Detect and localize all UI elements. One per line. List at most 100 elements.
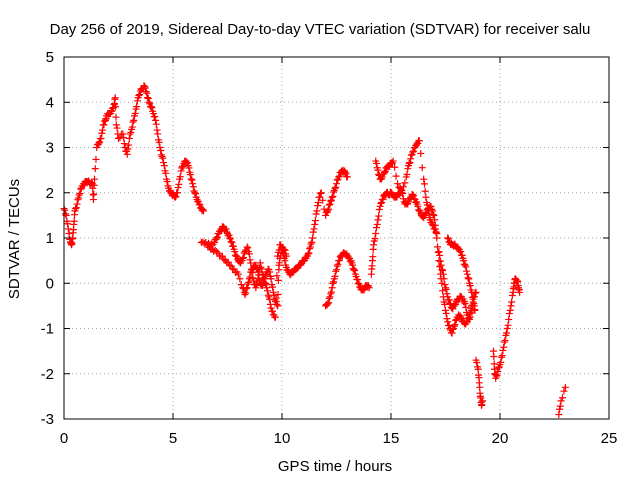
data-point xyxy=(252,284,260,292)
data-point xyxy=(120,134,128,142)
data-point xyxy=(191,189,199,197)
data-point xyxy=(436,251,444,259)
data-point xyxy=(305,249,313,257)
data-point xyxy=(267,304,275,312)
data-point xyxy=(246,256,254,264)
data-point xyxy=(330,278,338,286)
data-point xyxy=(333,176,341,184)
data-point xyxy=(331,272,339,280)
data-point xyxy=(449,325,457,333)
data-point xyxy=(438,266,446,274)
data-point xyxy=(495,364,503,372)
data-point xyxy=(213,248,221,256)
data-point xyxy=(90,181,98,189)
data-point xyxy=(188,176,196,184)
data-point xyxy=(371,235,379,243)
data-point xyxy=(439,267,447,275)
data-point xyxy=(492,372,500,380)
y-tick-label: -1 xyxy=(41,321,54,338)
data-point xyxy=(503,325,511,332)
data-point xyxy=(245,250,253,258)
data-point xyxy=(200,207,208,215)
data-point xyxy=(281,257,289,265)
data-point xyxy=(239,253,247,261)
data-point xyxy=(274,302,282,310)
data-point xyxy=(73,200,81,208)
data-point xyxy=(74,196,82,204)
data-point xyxy=(245,275,253,283)
data-point xyxy=(156,144,164,151)
data-point xyxy=(307,240,315,248)
data-point xyxy=(327,196,335,204)
data-point xyxy=(153,126,161,134)
data-point xyxy=(557,397,565,405)
data-point xyxy=(442,306,449,314)
data-point xyxy=(229,265,237,273)
data-point xyxy=(458,251,466,259)
data-point xyxy=(239,254,247,262)
data-point xyxy=(375,205,383,213)
data-point xyxy=(558,394,566,402)
data-point xyxy=(144,94,152,102)
data-point xyxy=(463,267,471,275)
data-point xyxy=(435,257,443,265)
data-point xyxy=(334,260,342,268)
data-point xyxy=(306,245,314,253)
data-point xyxy=(162,169,170,177)
data-point xyxy=(335,173,343,181)
data-point xyxy=(333,266,340,274)
data-point xyxy=(236,275,244,283)
data-point xyxy=(113,124,121,132)
data-point xyxy=(457,248,465,256)
data-point xyxy=(280,245,288,253)
y-tick-label: -2 xyxy=(41,366,54,383)
data-point xyxy=(282,252,290,260)
data-point xyxy=(372,229,380,237)
data-point xyxy=(442,284,449,292)
data-point xyxy=(326,200,334,208)
chart-title: Day 256 of 2019, Sidereal Day-to-day VTE… xyxy=(50,21,591,38)
data-point xyxy=(173,189,181,197)
data-point xyxy=(246,273,254,281)
y-tick-label: 0 xyxy=(46,275,54,292)
data-point xyxy=(471,306,479,314)
data-point xyxy=(384,163,392,171)
data-point xyxy=(158,153,166,161)
data-point xyxy=(403,170,411,178)
data-point xyxy=(148,104,156,112)
data-point xyxy=(428,205,436,213)
data-point xyxy=(92,155,100,163)
data-point xyxy=(380,168,388,176)
data-point xyxy=(415,206,423,214)
data-point xyxy=(469,295,477,303)
data-point xyxy=(61,210,69,218)
data-point xyxy=(237,281,245,289)
x-tick-label: 10 xyxy=(274,430,291,447)
data-point xyxy=(556,405,564,413)
data-point xyxy=(100,121,108,129)
data-point xyxy=(293,265,301,273)
data-point xyxy=(253,264,261,272)
data-point xyxy=(75,194,83,202)
data-series xyxy=(555,383,569,418)
data-point xyxy=(112,113,120,121)
data-point xyxy=(145,98,153,106)
data-point xyxy=(457,313,465,321)
data-point xyxy=(445,322,453,330)
data-point xyxy=(192,190,200,198)
data-point xyxy=(174,184,182,192)
data-point xyxy=(75,191,83,199)
data-point xyxy=(508,298,516,306)
data-point xyxy=(325,294,333,302)
data-point xyxy=(556,402,564,410)
data-point xyxy=(462,263,470,271)
data-point xyxy=(498,352,506,360)
data-point xyxy=(245,278,253,286)
data-point xyxy=(144,95,152,103)
data-point xyxy=(398,189,406,197)
data-point xyxy=(126,130,134,138)
data-point xyxy=(340,167,348,175)
data-point xyxy=(333,262,341,270)
